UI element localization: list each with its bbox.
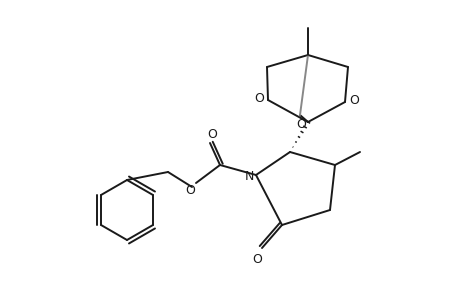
Text: N: N — [244, 170, 253, 184]
Text: O: O — [253, 92, 263, 104]
Text: O: O — [185, 184, 195, 196]
Text: O: O — [348, 94, 358, 106]
Text: O: O — [252, 254, 261, 266]
Text: O: O — [296, 118, 305, 131]
Text: O: O — [207, 128, 217, 140]
